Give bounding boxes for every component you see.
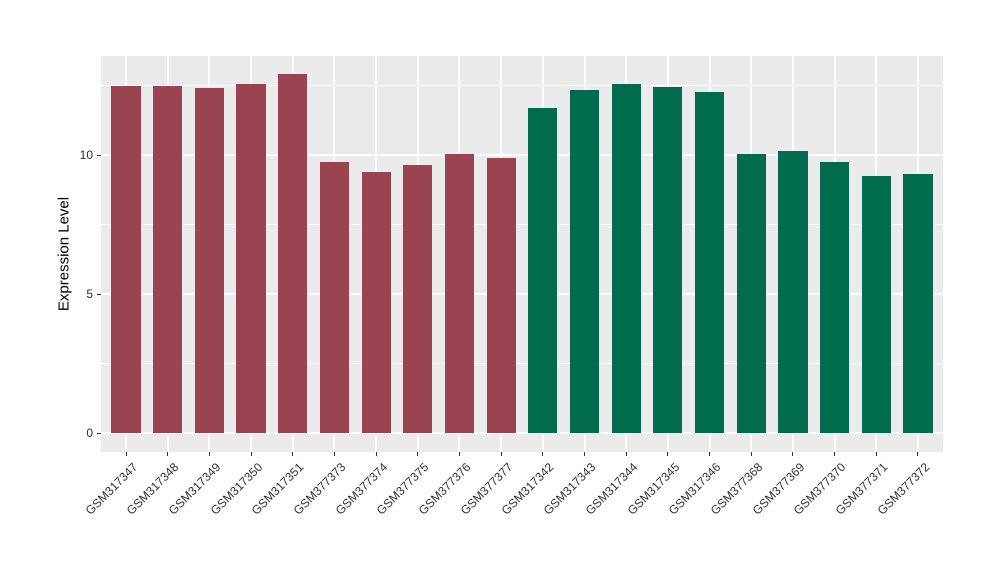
bar (361, 171, 391, 433)
x-tick-mark (542, 452, 544, 456)
minor-gridline (101, 363, 943, 364)
x-tick-mark (792, 452, 794, 456)
x-tick-mark (125, 452, 127, 456)
bar (903, 174, 933, 433)
major-gridline (101, 154, 943, 156)
x-tick-mark (709, 452, 711, 456)
bar (653, 86, 683, 433)
major-gridline (101, 293, 943, 295)
x-tick-mark (250, 452, 252, 456)
x-tick-mark (500, 452, 502, 456)
bar (694, 92, 725, 433)
bar (528, 107, 558, 433)
y-tick-mark (97, 433, 101, 434)
x-tick-mark (208, 452, 210, 456)
bar (319, 161, 349, 433)
bar (153, 86, 183, 433)
plot-panel (101, 56, 943, 452)
x-tick-mark (834, 452, 836, 456)
x-tick-mark (292, 452, 294, 456)
bar (861, 175, 891, 433)
y-tick-label: 5 (86, 287, 93, 301)
bar (111, 85, 141, 433)
y-tick-label: 10 (79, 148, 93, 162)
x-tick-mark (625, 452, 627, 456)
x-tick-mark (667, 452, 669, 456)
minor-gridline (101, 224, 943, 225)
bar (278, 74, 308, 433)
x-tick-mark (917, 452, 919, 456)
x-tick-mark (333, 452, 335, 456)
bar (194, 88, 224, 433)
bar (444, 153, 475, 433)
x-tick-mark (167, 452, 169, 456)
x-tick-mark (458, 452, 460, 456)
bar (486, 157, 516, 433)
y-tick-mark (97, 155, 101, 156)
bar (736, 153, 766, 433)
bar (236, 84, 266, 433)
y-tick-mark (97, 294, 101, 295)
x-tick-mark (375, 452, 377, 456)
bar (611, 84, 641, 433)
bar (820, 161, 850, 433)
x-tick-mark (750, 452, 752, 456)
y-tick-label: 0 (86, 426, 93, 440)
bar (778, 150, 808, 433)
x-tick-mark (584, 452, 586, 456)
bar (569, 89, 600, 433)
x-tick-mark (875, 452, 877, 456)
major-gridline (101, 432, 943, 434)
bar (403, 164, 433, 433)
x-tick-mark (417, 452, 419, 456)
minor-gridline (101, 85, 943, 86)
